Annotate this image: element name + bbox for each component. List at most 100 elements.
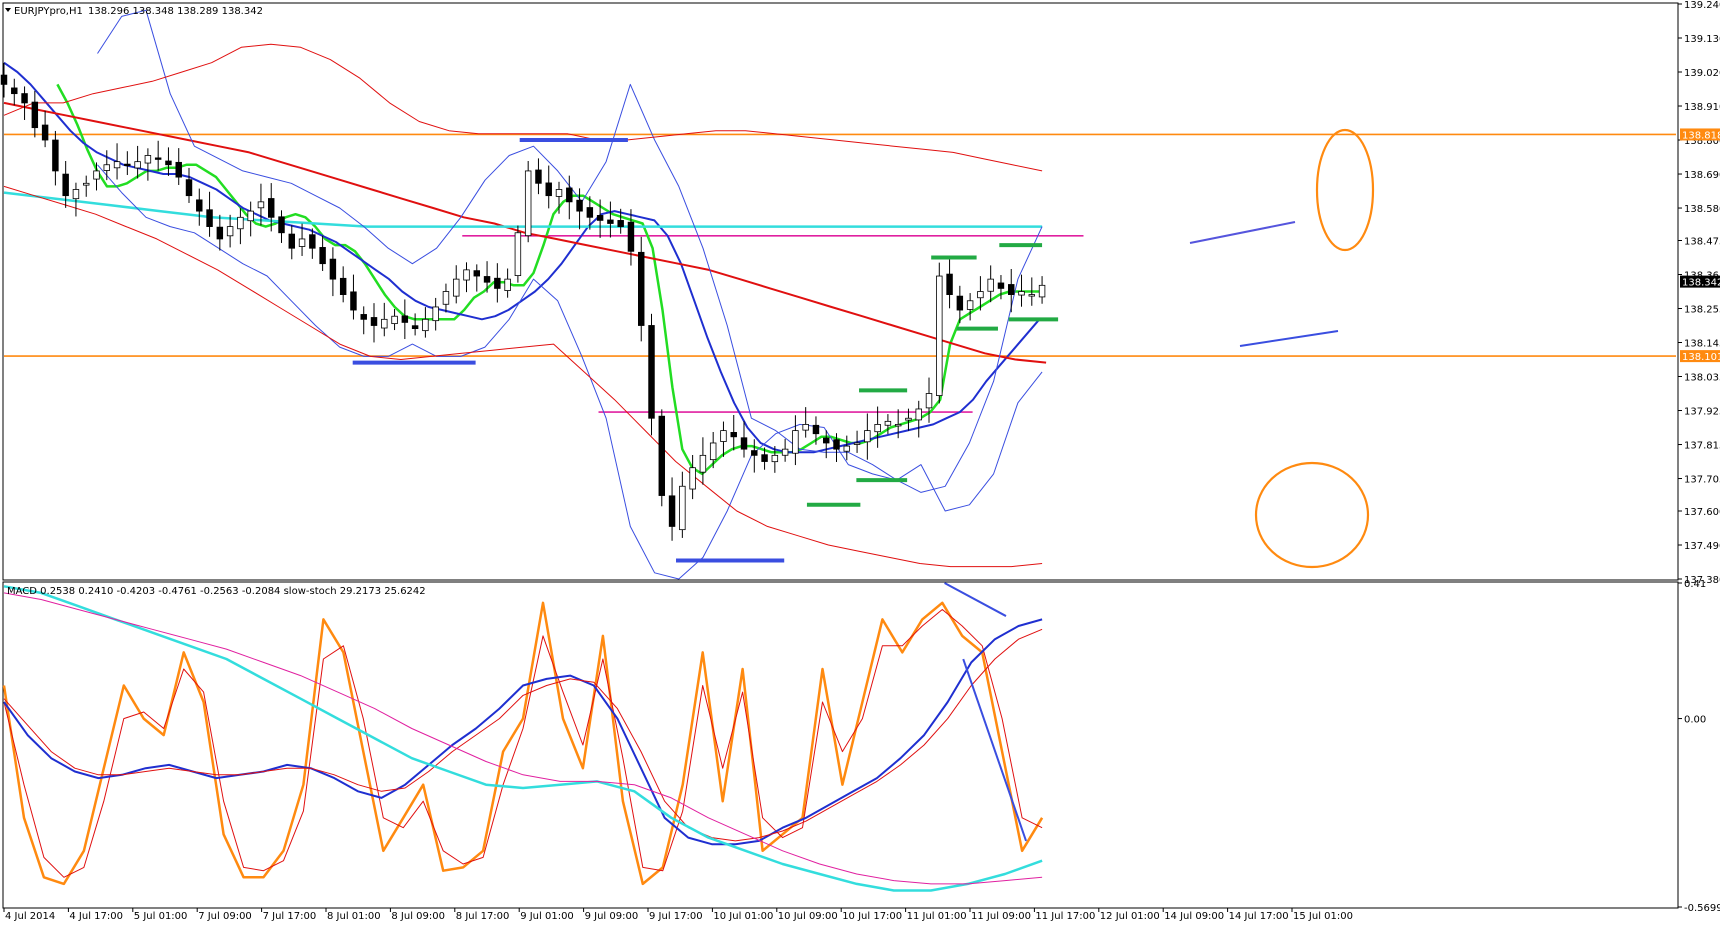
candle-body [237, 216, 244, 230]
price-tag-label: 138.818 [1682, 130, 1720, 141]
candle-body [309, 234, 316, 249]
indicator-axis: 0.41 0.00 -0.5699 [1678, 579, 1720, 914]
time-tick-label: 14 Jul 17:00 [1229, 911, 1289, 922]
indicator-trend-marks [944, 582, 1027, 842]
candle-body [956, 295, 964, 311]
candle-body [720, 430, 727, 442]
time-axis: 4 Jul 2014 4 Jul 17:00 5 Jul 01:00 7 Jul 09… [3, 908, 1353, 922]
price-tick-label: 138.800 [1684, 136, 1720, 147]
indicator-line-0 [2, 601, 1044, 886]
time-tick-label: 11 Jul 17:00 [1035, 911, 1095, 922]
candle-body [196, 199, 203, 212]
candle-body [247, 210, 254, 222]
time-tick-label: 9 Jul 09:00 [585, 911, 639, 922]
candle-body [103, 164, 111, 171]
candle-body [1018, 291, 1025, 296]
candle-body [987, 278, 994, 292]
indicator-lines [2, 585, 1044, 892]
candle-body [699, 454, 707, 473]
candle-body [555, 189, 563, 197]
candle-body [82, 182, 90, 186]
time-tick-label: 4 Jul 2014 [5, 911, 55, 922]
candle-body [185, 179, 193, 197]
time-tick-label: 10 Jul 09:00 [778, 911, 838, 922]
candle-body [566, 187, 573, 203]
candle-body [463, 269, 470, 281]
candle-body [864, 430, 871, 443]
candle-body [792, 430, 799, 454]
symbol-label: EURJPYpro,H1 [14, 6, 83, 17]
indicator-trend-mark[interactable] [962, 658, 1027, 842]
candle-body [473, 270, 481, 277]
candle-body [401, 315, 409, 323]
candle-body [1008, 284, 1015, 295]
candle-body [894, 424, 902, 427]
candle-body [453, 278, 460, 297]
time-tick-label: 7 Jul 09:00 [198, 911, 252, 922]
candle-body [483, 276, 491, 283]
candle-body [339, 277, 347, 295]
candle-body [494, 277, 501, 289]
candle-body [391, 315, 398, 325]
candle-body [1028, 294, 1036, 297]
candle-body [607, 219, 614, 224]
candle-body [751, 450, 758, 456]
price-line-0 [3, 43, 1043, 172]
indicator-panel-frame [2, 581, 1679, 909]
candle-body [802, 424, 809, 431]
candle-body [93, 170, 100, 180]
candle-body [771, 454, 779, 463]
indicator-line-0 [3, 592, 1043, 885]
candle-body [997, 282, 1005, 289]
time-tick-label: 4 Jul 17:00 [69, 911, 123, 922]
candle-body [586, 207, 594, 218]
price-axis: 139.240 139.130 139.020 138.910 138.800 138.6… [1678, 0, 1720, 586]
price-tick-label: 138.035 [1684, 373, 1720, 384]
candle-body [268, 198, 275, 218]
candle-body [524, 170, 532, 237]
candle-body [781, 448, 789, 456]
indicator-line-0 [3, 585, 1043, 892]
time-tick-label: 8 Jul 09:00 [391, 911, 445, 922]
price-line-0 [3, 191, 1043, 228]
candle-body [21, 93, 28, 104]
candle-body [812, 424, 820, 435]
time-tick-label: 10 Jul 17:00 [842, 911, 902, 922]
candle-body [545, 182, 552, 197]
candle-body [165, 160, 172, 166]
price-tag-label: 138.101 [1682, 352, 1720, 363]
ohlc-label: 138.296 138.348 138.289 138.342 [88, 6, 263, 17]
indicator-tick-label: 0.00 [1684, 715, 1706, 726]
indicator-tick-label: 0.41 [1684, 579, 1706, 590]
candle-body [627, 221, 635, 252]
candle-body [52, 139, 59, 172]
price-tick-label: 137.705 [1684, 475, 1720, 486]
time-tick-label: 14 Jul 09:00 [1164, 911, 1224, 922]
indicator-trend-mark[interactable] [944, 582, 1007, 617]
price-tick-label: 139.020 [1684, 68, 1720, 79]
candle-body [11, 87, 18, 95]
price-tag-box [1680, 275, 1720, 288]
time-tick-label: 9 Jul 17:00 [649, 911, 703, 922]
candle-body [596, 215, 604, 221]
chevron-down-icon[interactable] [5, 8, 11, 12]
candle-body [617, 220, 624, 227]
price-panel-frame [2, 2, 1679, 581]
annotation-circle-top [1315, 128, 1375, 252]
symbol-header: EURJPYpro,H1 138.296 138.348 138.289 138… [5, 6, 263, 17]
candle-body [329, 258, 337, 280]
candle-body [206, 209, 213, 227]
candle-body [124, 163, 131, 167]
candle-body [411, 325, 419, 329]
candle-body [298, 238, 306, 247]
candle-body [422, 318, 429, 332]
indicator-line-0 [3, 628, 1043, 842]
candle-body [936, 275, 943, 396]
price-tag-label: 138.342 [1682, 278, 1720, 289]
candle-body [504, 278, 511, 291]
candle-body [946, 273, 953, 295]
candle-body [966, 300, 974, 310]
candle-body [41, 124, 49, 141]
